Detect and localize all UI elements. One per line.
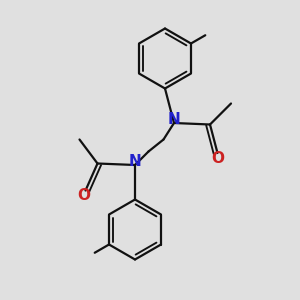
- Text: O: O: [211, 151, 224, 166]
- Text: N: N: [129, 154, 141, 169]
- Text: O: O: [77, 188, 91, 203]
- Text: N: N: [168, 112, 180, 128]
